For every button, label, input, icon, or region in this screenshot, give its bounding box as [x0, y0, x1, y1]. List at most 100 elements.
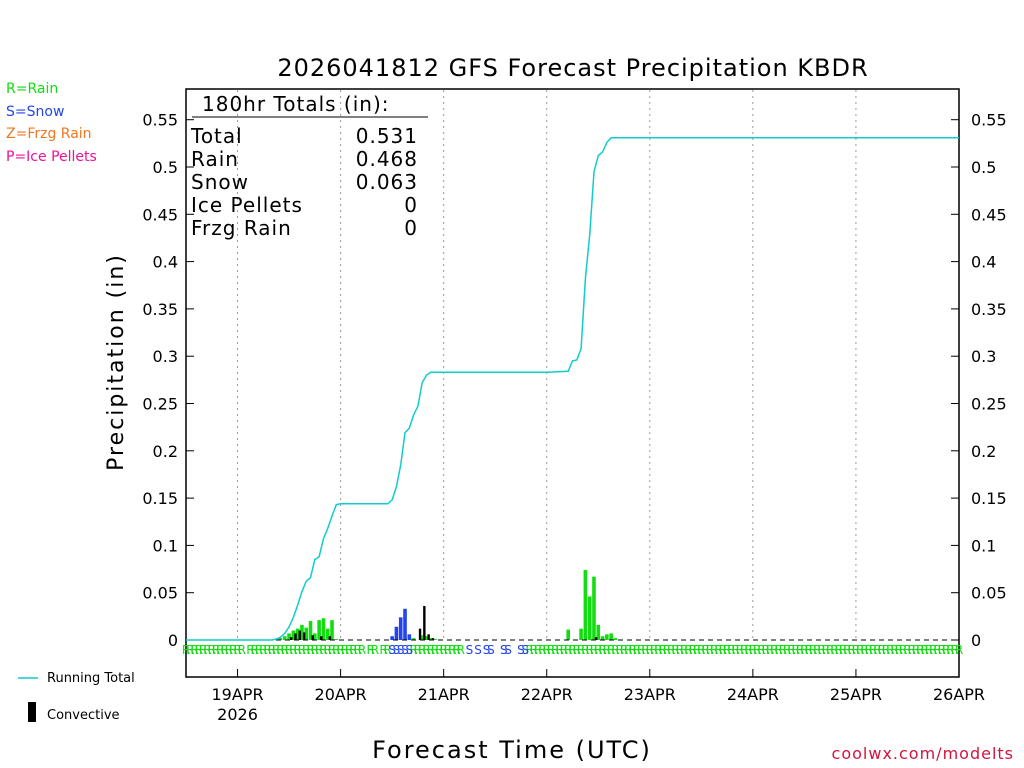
- rain-marker-148: R: [916, 643, 924, 657]
- rain-marker-80: R: [624, 643, 632, 657]
- rain-bar-6: [304, 627, 309, 640]
- rain-bar-2: [287, 633, 291, 640]
- rain-bar-14: [411, 638, 416, 640]
- rain-bar-15: [420, 635, 424, 640]
- rain-marker-17: R: [259, 643, 267, 657]
- y-tick-label-left-11: 0.55: [142, 111, 178, 130]
- rain-marker-110: R: [753, 643, 761, 657]
- rain-marker-142: R: [890, 643, 898, 657]
- rain-marker-84: R: [641, 643, 649, 657]
- rain-marker-127: R: [826, 643, 834, 657]
- rain-bar-1: [282, 636, 287, 640]
- y-axis-left: 0 0.05 0.1 0.15 0.2 0.25 0.3 0.35 0.4 0.45 0.5 0.55: [142, 111, 194, 650]
- rain-marker-46: R: [414, 643, 422, 657]
- y-tick-label-right-3: 0.15: [971, 489, 1007, 508]
- rain-marker-126: R: [822, 643, 830, 657]
- rain-marker-0: R: [182, 643, 190, 657]
- rain-bar-24: [596, 624, 601, 640]
- rain-marker-144: R: [899, 643, 907, 657]
- snow-marker-7: S: [483, 643, 491, 657]
- rain-marker-139: R: [878, 643, 886, 657]
- rain-marker-8: R: [216, 643, 224, 657]
- rain-marker-66: R: [564, 643, 572, 657]
- grid-lines: [237, 90, 857, 640]
- rain-marker-113: R: [766, 643, 774, 657]
- snow-marker-8: S: [487, 643, 495, 657]
- rain-marker-103: R: [723, 643, 731, 657]
- rain-marker-100: R: [710, 643, 718, 657]
- rain-marker-49: R: [427, 643, 435, 657]
- rain-marker-65: R: [560, 643, 568, 657]
- snow-marker-4: S: [405, 643, 413, 657]
- rain-marker-43: R: [379, 643, 387, 657]
- y-tick-label-right-0: 0: [971, 631, 981, 650]
- rain-marker-52: R: [439, 643, 447, 657]
- rain-marker-88: R: [659, 643, 667, 657]
- rain-marker-69: R: [577, 643, 585, 657]
- rain-marker-4: R: [199, 643, 207, 657]
- rain-marker-54: R: [448, 643, 456, 657]
- rain-marker-10: R: [225, 643, 233, 657]
- convective-bar-1: [294, 633, 297, 640]
- rain-marker-92: R: [676, 643, 684, 657]
- x-tick-label-1: 20APR: [315, 685, 367, 704]
- running-total-polyline: [186, 136, 959, 641]
- y-tick-label-left-5: 0.25: [142, 395, 178, 414]
- rain-marker-30: R: [315, 643, 323, 657]
- convective-legend-swatch: [28, 702, 36, 722]
- rain-marker-129: R: [835, 643, 843, 657]
- rain-bar-28: [613, 638, 618, 640]
- rain-marker-77: R: [611, 643, 619, 657]
- rain-marker-125: R: [817, 643, 825, 657]
- totals-value-frzg-rain: 0: [404, 216, 418, 240]
- rain-marker-96: R: [693, 643, 701, 657]
- rain-marker-121: R: [800, 643, 808, 657]
- rain-bar-3: [291, 630, 296, 640]
- rain-marker-21: R: [276, 643, 284, 657]
- rain-marker-53: R: [444, 643, 452, 657]
- totals-label-ice-pellets: Ice Pellets: [191, 193, 303, 217]
- rain-marker-42: R: [371, 643, 379, 657]
- rain-bar-27: [609, 633, 613, 640]
- y-tick-label-right-5: 0.25: [971, 395, 1007, 414]
- snow-marker-11: S: [517, 643, 525, 657]
- rain-bar-16: [424, 636, 429, 640]
- rain-marker-13: R: [238, 643, 246, 657]
- rain-marker-47: R: [418, 643, 426, 657]
- rain-marker-150: R: [925, 643, 933, 657]
- snow-bar-1: [394, 626, 399, 640]
- rain-bar-5: [300, 624, 304, 640]
- rain-marker-156: R: [951, 643, 959, 657]
- rain-marker-85: R: [646, 643, 654, 657]
- rain-marker-29: R: [311, 643, 319, 657]
- rain-marker-122: R: [805, 643, 813, 657]
- totals-header: 180hr Totals (in):: [202, 92, 390, 116]
- rain-marker-51: R: [435, 643, 443, 657]
- x-tick-label-3: 22APR: [521, 685, 573, 704]
- rain-bar-21: [583, 569, 588, 640]
- rain-bar-8: [313, 633, 317, 640]
- rain-marker-22: R: [281, 643, 289, 657]
- rain-marker-154: R: [942, 643, 950, 657]
- rain-marker-71: R: [586, 643, 594, 657]
- rain-marker-20: R: [272, 643, 280, 657]
- convective-bar-0: [290, 637, 293, 640]
- rain-marker-58: R: [530, 643, 538, 657]
- rain-marker-86: R: [650, 643, 658, 657]
- rain-marker-32: R: [324, 643, 332, 657]
- convective-bar-8: [423, 605, 426, 640]
- rain-marker-149: R: [920, 643, 928, 657]
- rain-marker-131: R: [843, 643, 851, 657]
- rain-marker-137: R: [869, 643, 877, 657]
- rain-marker-132: R: [847, 643, 855, 657]
- y-tick-label-left-4: 0.2: [153, 442, 178, 461]
- rain-marker-89: R: [663, 643, 671, 657]
- rain-marker-140: R: [882, 643, 890, 657]
- rain-marker-123: R: [809, 643, 817, 657]
- snow-marker-0: S: [388, 643, 396, 657]
- x-tick-label-2: 21APR: [418, 685, 470, 704]
- rain-marker-33: R: [328, 643, 336, 657]
- snow-marker-9: S: [500, 643, 508, 657]
- y-tick-label-right-4: 0.2: [971, 442, 996, 461]
